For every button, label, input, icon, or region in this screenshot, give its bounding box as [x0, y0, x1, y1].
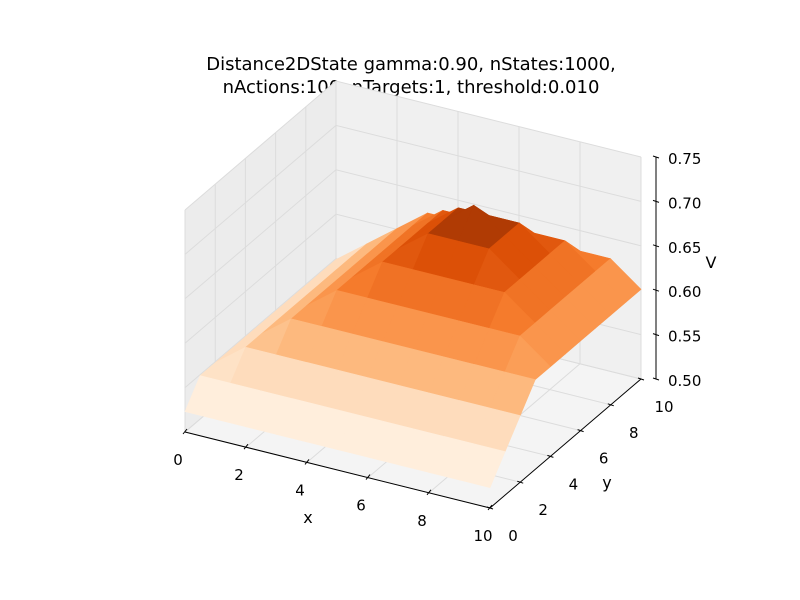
y-tick-mark: [517, 480, 524, 484]
x-tick-label: 0: [173, 451, 183, 469]
x-tick-label: 4: [295, 481, 305, 499]
surface: [184, 204, 642, 488]
z-tick-label: 0.55: [668, 328, 701, 346]
x-tick-mark: [182, 428, 188, 435]
y-tick-mark: [607, 403, 614, 407]
chart-title-line-2: nActions:100, nTargets:1, threshold:0.01…: [223, 77, 600, 98]
left-pane: [185, 81, 336, 432]
z-tick-label: 0.60: [668, 283, 701, 301]
z-tick-label: 0.70: [668, 194, 701, 212]
surface-patch: [459, 443, 506, 488]
y-axis-label: y: [602, 473, 611, 492]
y-tick-mark: [547, 454, 554, 458]
axes: 0 2 4 6 8 10 0 2 4 6 8 10 0.50 0.55 0.60 0.65 0.70 0.75: [173, 150, 701, 545]
x-axis-label: x: [303, 508, 312, 527]
x-tick-label: 6: [356, 497, 366, 515]
x-tick-label: 8: [417, 512, 427, 530]
y-tick-label: 2: [538, 501, 548, 519]
x-axis-line: [184, 431, 491, 509]
y-tick-label: 4: [569, 475, 579, 493]
x-tick-label: 10: [473, 527, 492, 545]
y-tick-label: 6: [599, 450, 609, 468]
z-tick-mark: [652, 288, 660, 292]
x-tick-mark: [304, 459, 310, 465]
y-tick-mark: [486, 506, 494, 510]
chart-title-line-1: Distance2DState gamma:0.90, nStates:1000…: [206, 54, 616, 75]
x-tick-mark: [365, 474, 371, 480]
y-tick-label: 10: [654, 398, 673, 416]
y-axis-line: [489, 378, 642, 509]
z-grid-line: [184, 80, 642, 211]
y-tick-mark: [637, 377, 645, 381]
x-tick-label: 2: [234, 466, 244, 484]
x-tick-mark: [243, 443, 249, 450]
z-tick-mark: [652, 377, 660, 381]
z-tick-label: 0.75: [668, 150, 701, 168]
z-grid-line: [184, 124, 642, 255]
y-tick-mark: [577, 429, 584, 433]
z-tick-mark: [652, 199, 660, 203]
z-tick-mark: [652, 333, 660, 337]
y-tick-label: 0: [508, 527, 518, 545]
z-tick-label: 0.50: [668, 372, 701, 390]
x-tick-mark: [426, 489, 432, 496]
y-tick-label: 8: [629, 424, 639, 442]
z-grid-line: [184, 169, 642, 300]
z-axis-label: V: [706, 253, 717, 272]
z-tick-mark: [652, 155, 660, 159]
z-tick-label: 0.65: [668, 239, 701, 257]
z-tick-mark: [652, 244, 660, 248]
